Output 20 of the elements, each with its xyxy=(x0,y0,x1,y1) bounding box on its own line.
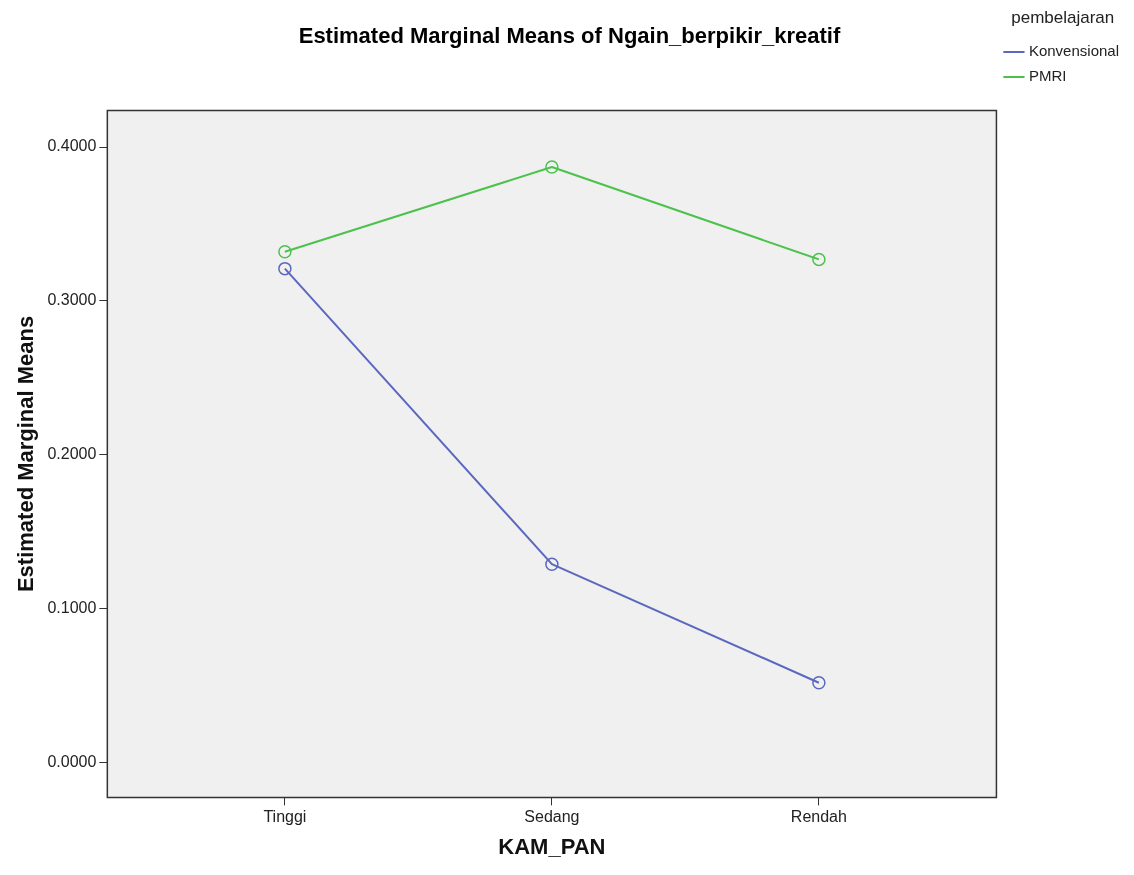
y-tick-label: 0.1000 xyxy=(47,599,97,617)
y-axis-title: Estimated Marginal Means xyxy=(13,315,39,593)
legend-title: pembelajaran xyxy=(1011,8,1115,28)
x-tick-label: Rendah xyxy=(790,808,847,826)
y-tick-label: 0.3000 xyxy=(47,291,97,309)
point xyxy=(812,252,826,267)
y-tick-label: 0.0000 xyxy=(47,753,97,771)
x-tick-label: Tinggi xyxy=(263,808,307,826)
point xyxy=(545,160,559,174)
legend-label: PMRI xyxy=(1028,67,1067,85)
point xyxy=(278,244,292,259)
legend-label: Konvensional xyxy=(1028,42,1120,60)
x-tick-label: Sedang xyxy=(524,808,580,826)
point xyxy=(278,261,292,276)
point xyxy=(545,557,559,571)
chart-title: Estimated Marginal Means of Ngain_berpikir_kreatif xyxy=(298,23,841,49)
y-tick-label: 0.2000 xyxy=(47,445,97,463)
y-tick-label: 0.4000 xyxy=(47,137,97,155)
x-axis-title: KAM_PAN xyxy=(498,833,606,859)
point xyxy=(812,675,826,690)
